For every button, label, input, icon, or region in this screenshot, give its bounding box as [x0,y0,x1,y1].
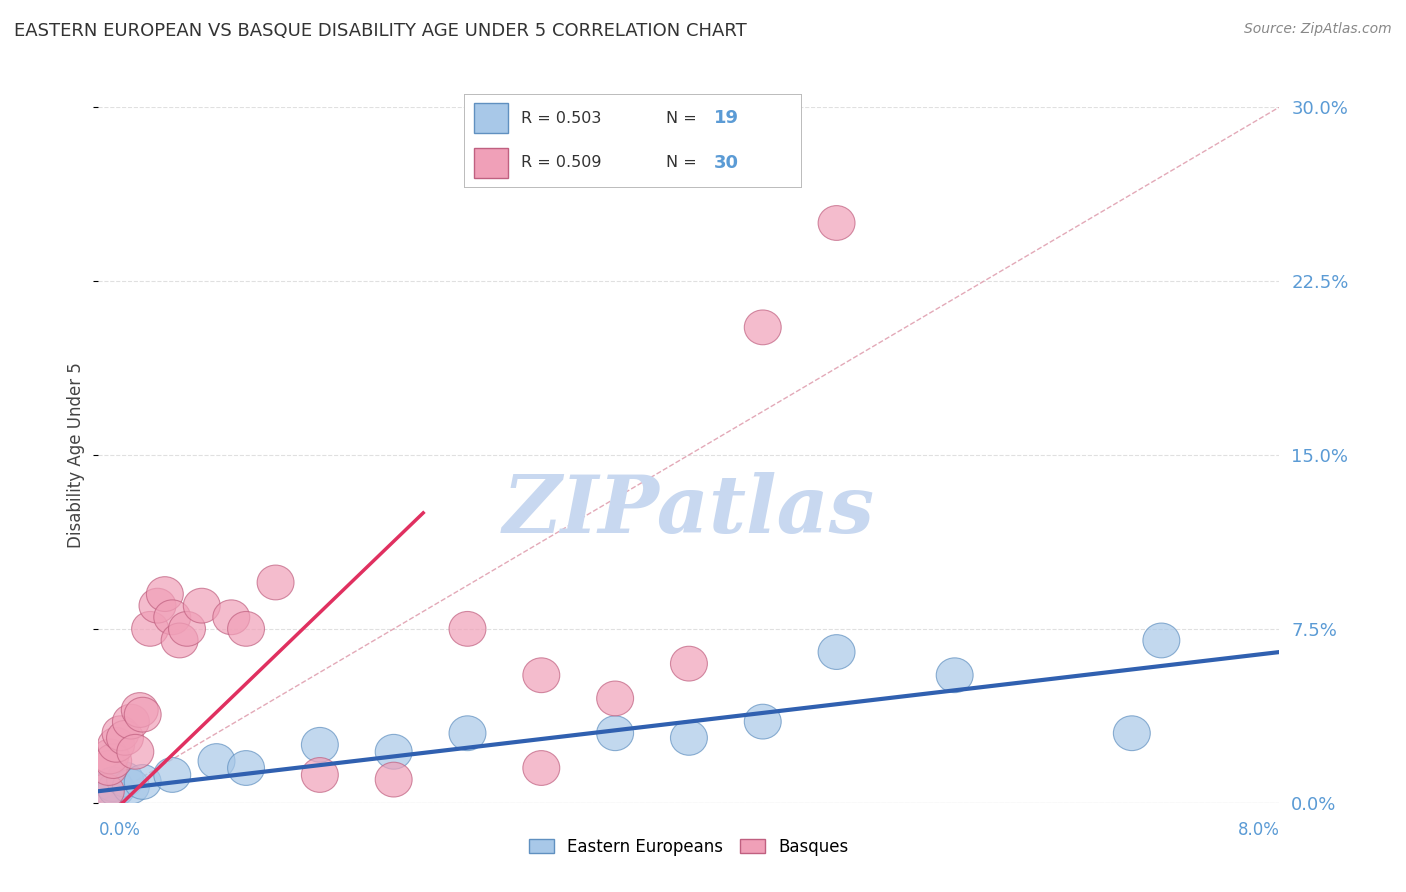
Ellipse shape [671,646,707,681]
Ellipse shape [228,612,264,646]
Ellipse shape [375,734,412,769]
Ellipse shape [146,577,183,612]
Text: EASTERN EUROPEAN VS BASQUE DISABILITY AGE UNDER 5 CORRELATION CHART: EASTERN EUROPEAN VS BASQUE DISABILITY AG… [14,22,747,40]
Text: Source: ZipAtlas.com: Source: ZipAtlas.com [1244,22,1392,37]
Ellipse shape [94,744,132,779]
Text: N =: N = [666,155,703,170]
Ellipse shape [449,715,486,751]
Ellipse shape [162,623,198,658]
Ellipse shape [301,757,339,792]
Ellipse shape [112,705,149,739]
Text: ZIPatlas: ZIPatlas [503,472,875,549]
Ellipse shape [90,751,127,786]
Ellipse shape [671,721,707,756]
Ellipse shape [449,612,486,646]
Ellipse shape [818,635,855,669]
Ellipse shape [744,310,782,344]
Ellipse shape [94,767,132,802]
Text: N =: N = [666,111,703,126]
Text: 30: 30 [714,154,738,172]
Ellipse shape [153,757,191,792]
Ellipse shape [818,205,855,240]
Ellipse shape [301,728,339,762]
Ellipse shape [97,772,135,806]
Ellipse shape [212,599,250,635]
Ellipse shape [375,762,412,797]
Ellipse shape [523,751,560,786]
Ellipse shape [124,698,162,732]
Ellipse shape [1114,715,1150,751]
Text: 19: 19 [714,109,738,127]
Ellipse shape [121,692,159,728]
Ellipse shape [132,612,169,646]
Text: 0.0%: 0.0% [98,822,141,839]
Ellipse shape [87,773,124,808]
Ellipse shape [97,728,135,762]
Text: R = 0.503: R = 0.503 [522,111,602,126]
Ellipse shape [124,764,162,799]
Y-axis label: Disability Age Under 5: Disability Age Under 5 [67,362,86,548]
Ellipse shape [183,589,221,623]
Ellipse shape [936,658,973,692]
Ellipse shape [107,721,143,756]
Ellipse shape [103,715,139,751]
Ellipse shape [107,762,143,797]
Ellipse shape [744,705,782,739]
Ellipse shape [117,734,153,769]
Ellipse shape [87,773,124,808]
Ellipse shape [198,744,235,779]
Legend: Eastern Europeans, Basques: Eastern Europeans, Basques [520,830,858,864]
Text: R = 0.509: R = 0.509 [522,155,602,170]
Ellipse shape [1143,623,1180,658]
Ellipse shape [153,599,191,635]
Bar [474,148,508,178]
Ellipse shape [257,566,294,599]
Ellipse shape [112,769,149,804]
Text: 8.0%: 8.0% [1237,822,1279,839]
Ellipse shape [596,715,634,751]
Ellipse shape [596,681,634,715]
Ellipse shape [91,739,129,773]
Ellipse shape [228,751,264,786]
Ellipse shape [169,612,205,646]
Ellipse shape [523,658,560,692]
Ellipse shape [139,589,176,623]
Bar [474,103,508,133]
